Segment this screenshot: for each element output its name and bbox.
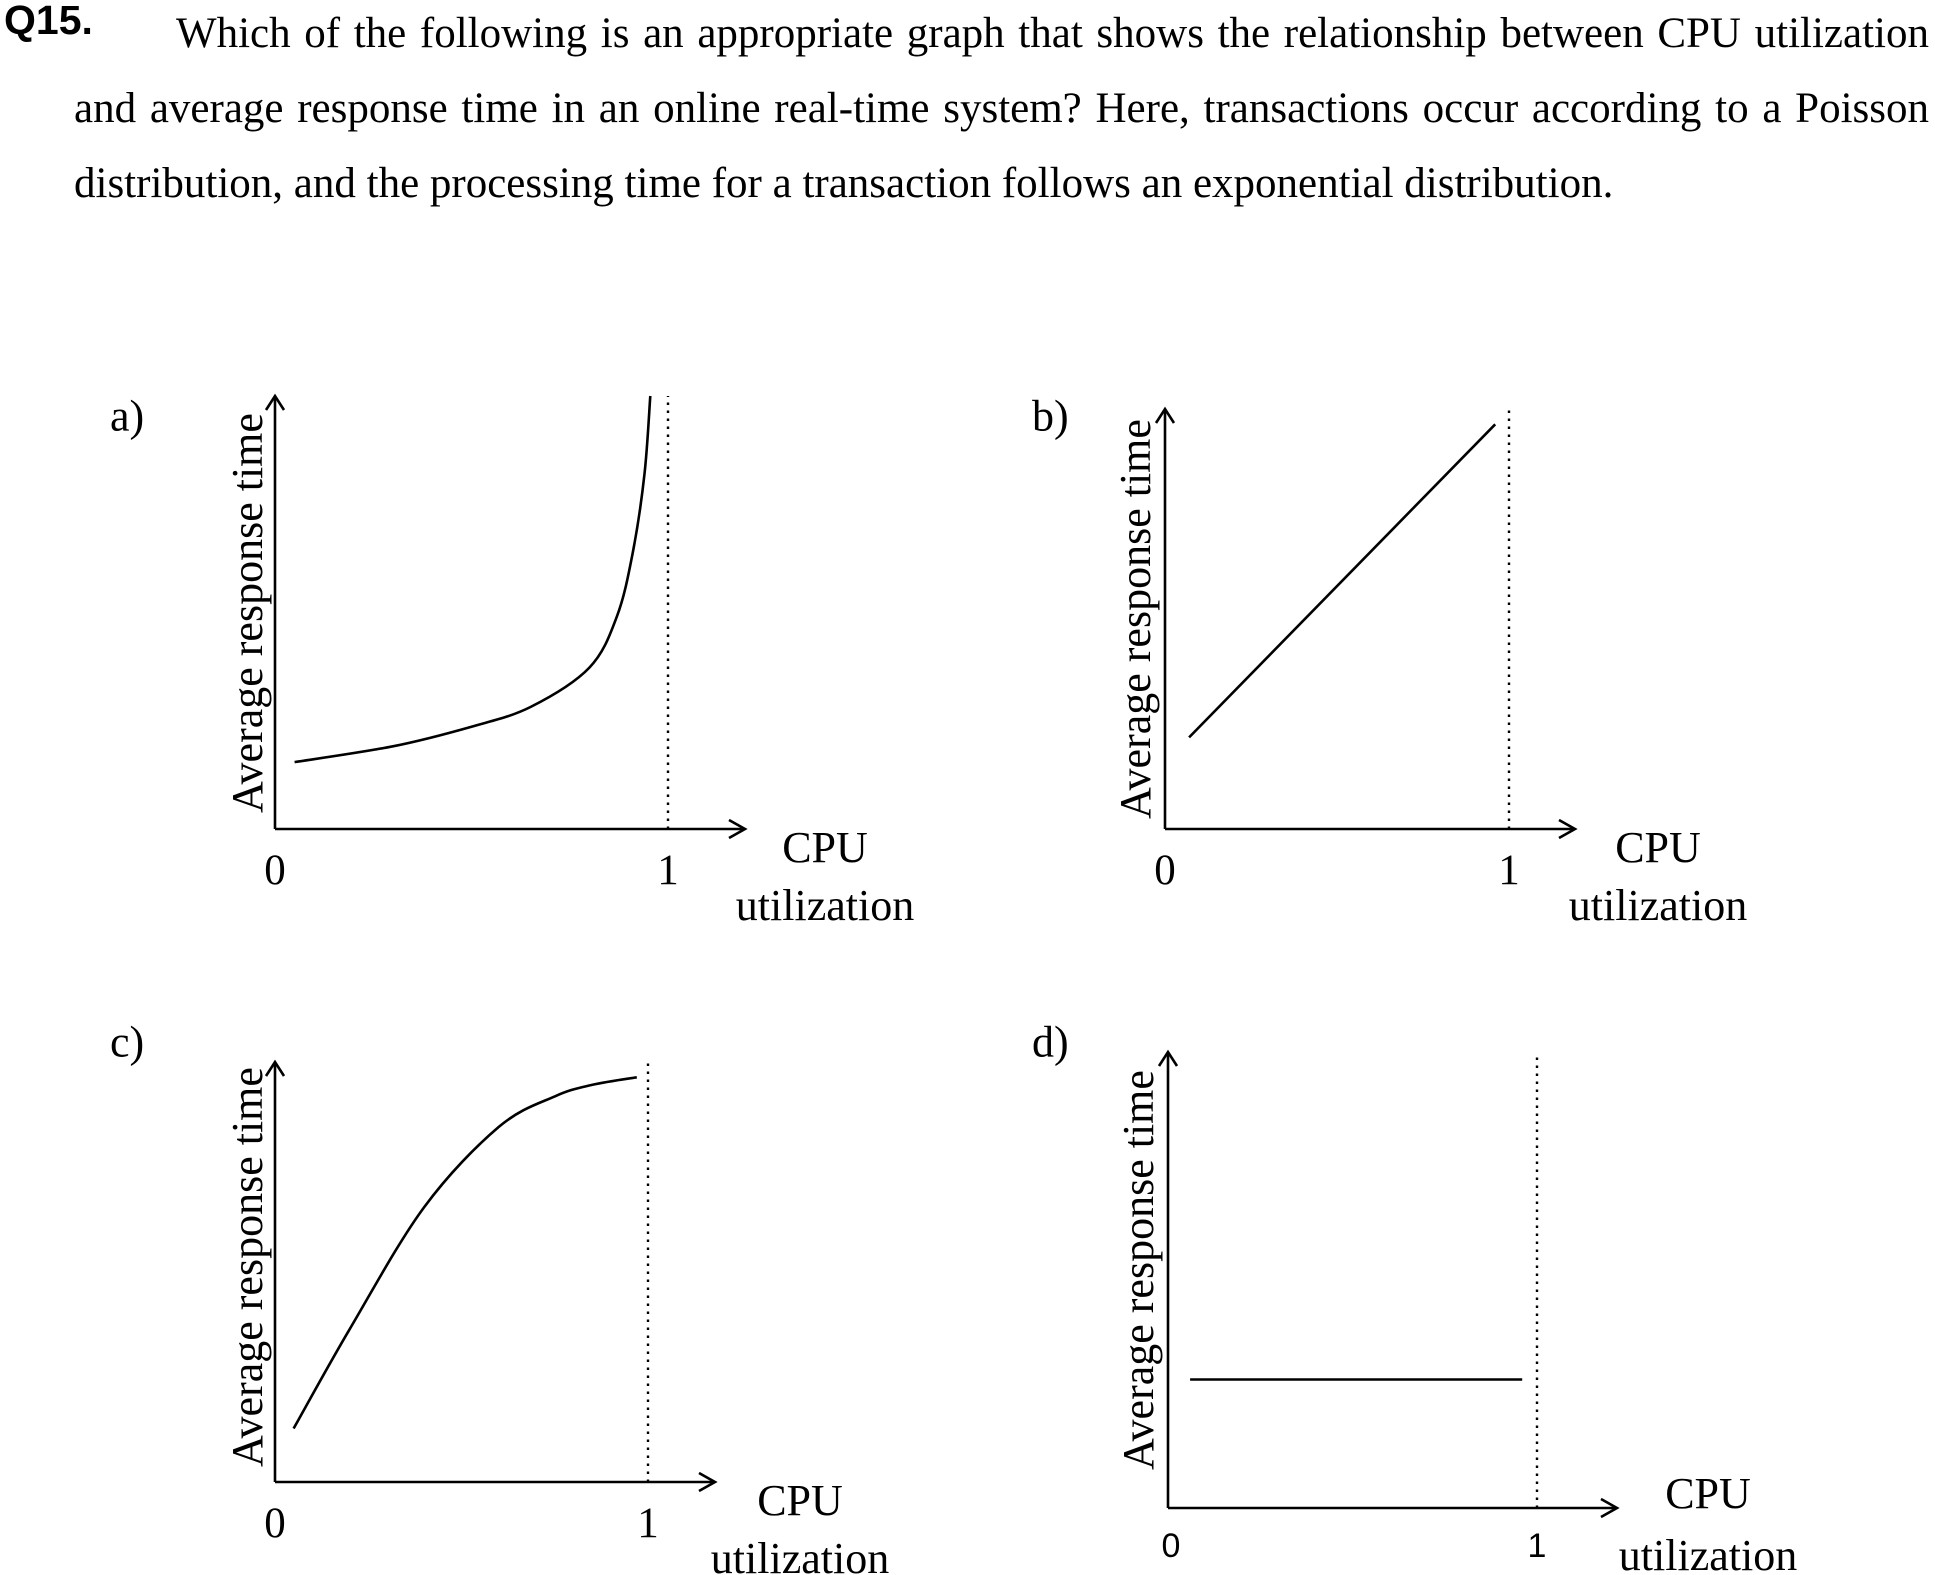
graph-a-x-axis-arrow (728, 818, 748, 840)
graph-c-tick-one: 1 (637, 1500, 659, 1547)
graph-c-y-axis-label: Average response time (223, 1067, 272, 1467)
graph-d-x-axis-label-line1: CPU (1665, 1469, 1751, 1518)
graph-b-y-axis-arrow (1154, 406, 1176, 424)
graph-d-tick-one: 1 (1528, 1527, 1547, 1565)
graph-b-tick-zero: 0 (1154, 847, 1176, 894)
graph-b-curve (1188, 423, 1497, 739)
question-number: Q15. (4, 0, 93, 43)
graph-c-tick-zero: 0 (264, 1500, 286, 1547)
graph-c-curve (292, 1076, 638, 1430)
graph-d-x-axis-label-line2: utilization (1619, 1531, 1797, 1575)
graph-c-x-axis-arrow (698, 1471, 718, 1493)
question-block: Q15. Which of the following is an approp… (0, 0, 1935, 280)
graph-c-x-axis-label-line1: CPU (757, 1476, 843, 1525)
graph-c-y-axis-arrow (264, 1059, 286, 1077)
graph-a-y-axis-label: Average response time (223, 413, 272, 813)
graph-a-option-label: a) (110, 392, 144, 441)
graph-a-tick-zero: 0 (264, 847, 286, 894)
graph-b-y-axis-label: Average response time (1111, 419, 1160, 819)
graph-d-y-axis-arrow (1157, 1049, 1179, 1067)
graph-a-x-axis-label-line1: CPU (782, 823, 868, 872)
graph-b-x-axis-label-line1: CPU (1615, 823, 1701, 872)
graph-b-x-axis-label-line2: utilization (1569, 881, 1747, 930)
graph-a-curve (294, 395, 652, 764)
graph-a-y-axis-arrow (264, 393, 286, 411)
graph-c-x-axis-label-line2: utilization (711, 1534, 889, 1575)
question-text: Which of the following is an appropriate… (74, 10, 1929, 207)
graph-b-option-label: b) (1032, 392, 1069, 441)
graph-d-x-axis-arrow (1600, 1497, 1620, 1519)
graph-a-x-axis-label-line2: utilization (736, 881, 914, 930)
graph-d-tick-zero: 0 (1162, 1527, 1181, 1565)
graph-c-option-label: c) (110, 1018, 144, 1067)
graph-b-tick-one: 1 (1498, 847, 1520, 894)
graph-b-x-axis-arrow (1558, 818, 1578, 840)
graph-d-option-label: d) (1032, 1018, 1069, 1067)
graph-d-y-axis-label: Average response time (1114, 1070, 1163, 1470)
graph-a-tick-one: 1 (657, 847, 679, 894)
